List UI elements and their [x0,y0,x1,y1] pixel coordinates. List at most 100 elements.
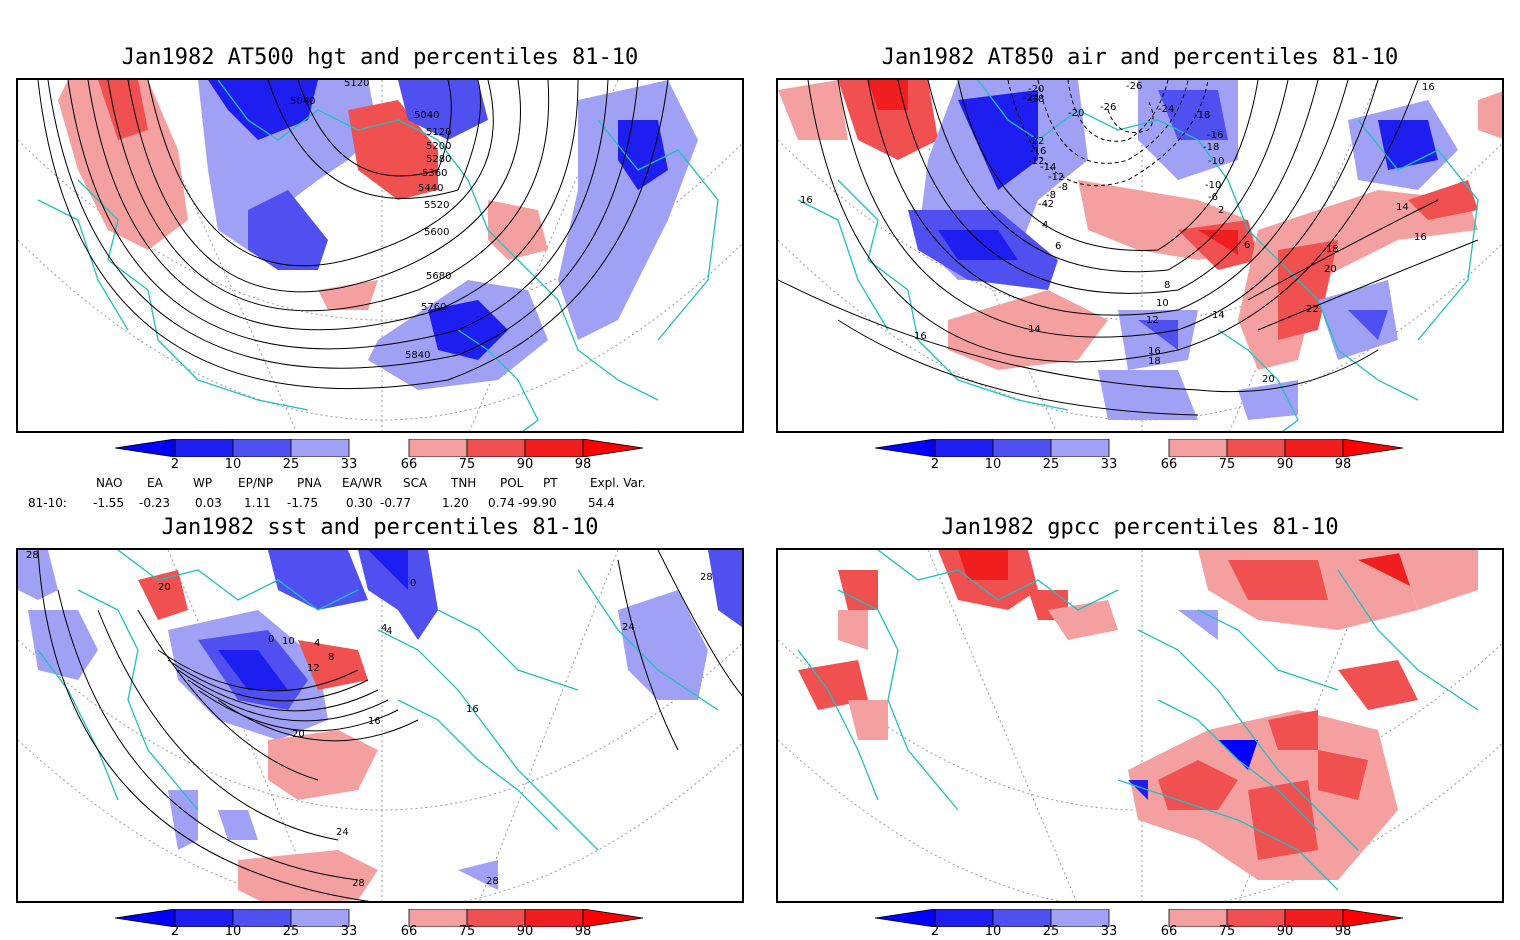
contour-label: 5120 [344,80,369,89]
contour-label: 4 [381,623,387,634]
colorbar-label: 75 [458,457,476,472]
colorbar-label: 10 [224,457,242,472]
contour-label: 5120 [426,127,451,138]
contour-label: 28 [352,878,365,889]
coastlines [797,80,1479,431]
contour-label: 5440 [418,183,443,194]
colorbar-labels-bottom-left: 2 10 25 33 66 75 90 98 [115,924,655,940]
contour-label: -26 [1100,102,1116,113]
map-panel-air850: -20 -18 -24 -26 -26 -24 -20 -18 -22 -16 … [776,78,1504,433]
percentile-shading [778,80,1502,420]
colorbar-top-right [875,439,1404,457]
row-label: 81-10: [28,496,67,510]
contour-label: -18 [1028,94,1044,105]
contour-label: 20 [1262,374,1275,385]
contour-label: -8 [1046,190,1056,201]
contour-labels: -20 -18 -24 -26 -26 -24 -20 -18 -22 -16 … [800,81,1435,385]
contour-label: 5040 [414,110,439,121]
value-pt: -99.90 [518,496,557,510]
map-sst: 28 20 0 10 4 4 8 12 16 20 16 24 24 28 28… [18,550,742,901]
contour-label: 4 [314,638,320,649]
colorbar-label: 75 [1218,457,1236,472]
header-sca: SCA [403,476,428,490]
colorbar-label: 75 [1218,924,1236,939]
contour-label: 20 [1324,264,1337,275]
contour-label: 5600 [424,227,449,238]
contour-label: 10 [1156,298,1169,309]
contour-label: 5280 [426,154,451,165]
colorbar-label: 90 [516,457,534,472]
colorbar-label: 2 [930,457,940,472]
contour-label: -12 [1048,172,1064,183]
contour-label: 0 [268,634,274,645]
height-contours [37,80,669,390]
contour-label: 16 [368,716,381,727]
colorbar-label: 2 [930,924,940,939]
contour-label: 16 [800,195,813,206]
contour-label: 5360 [422,168,447,179]
contour-label: 16 [914,331,927,342]
contour-label: 5840 [405,350,430,361]
panel-title-gpcc: Jan1982 gpcc percentiles 81-10 [941,515,1339,540]
value-pna: -1.75 [287,496,319,510]
colorbar-label: 90 [1276,924,1294,939]
header-nao: NAO [96,476,123,490]
contour-label: -16 [1207,130,1223,141]
contour-label: 10 [282,636,295,647]
contour-label: 5680 [426,271,451,282]
contour-label: -2 [1044,199,1054,210]
colorbar-bottom-right [875,909,1404,927]
value-eawr: 0.30 [346,496,373,510]
colorbar-label: 98 [574,924,592,939]
contour-label: 5200 [426,141,451,152]
colorbar-label: 25 [1042,924,1060,939]
header-pna: PNA [297,476,322,490]
contour-label: -18 [1194,110,1210,121]
map-panel-sst: 28 20 0 10 4 4 8 12 16 20 16 24 24 28 28… [16,548,744,903]
contour-label: 16 [1148,346,1161,357]
contour-labels: 28 20 0 10 4 4 8 12 16 20 16 24 24 28 28… [26,550,713,889]
colorbar-label: 90 [516,924,534,939]
colorbar-label: 66 [1160,457,1178,472]
colorbar-label: 10 [984,457,1002,472]
map-hgt500: 5120 5040 5040 5120 5200 5280 5360 5440 … [18,80,742,431]
colorbar-label: 98 [1334,924,1352,939]
contour-label: -24 [1023,93,1039,104]
header-expl-var: Expl. Var. [590,476,646,490]
value-nao: -1.55 [93,496,125,510]
colorbar-label: 25 [1042,457,1060,472]
contour-label: 22 [1306,304,1319,315]
coastlines [797,550,1479,891]
panel-title-sst: Jan1982 sst and percentiles 81-10 [161,515,599,540]
colorbar-label: 25 [282,457,300,472]
temperature-contours [778,80,1479,416]
value-tnh: 1.20 [442,496,469,510]
contour-label: -12 [1028,156,1044,167]
map-panel-hgt500: 5120 5040 5040 5120 5200 5280 5360 5440 … [16,78,744,433]
colorbar-label: 66 [400,457,418,472]
contour-label: 28 [700,572,713,583]
contour-label: 12 [307,663,320,674]
colorbar-label: 75 [458,924,476,939]
value-expl-var: 54.4 [588,496,615,510]
map-air850: -20 -18 -24 -26 -26 -24 -20 -18 -22 -16 … [778,80,1502,431]
colorbar-label: 33 [1100,457,1118,472]
contour-label: -8 [1058,182,1068,193]
value-sca: -0.77 [380,496,412,510]
value-wp: 0.03 [195,496,222,510]
contour-label: 12 [1146,315,1159,326]
contour-label: -24 [1158,104,1174,115]
contour-label: 2 [1218,205,1224,216]
contour-label: 16 [466,704,479,715]
teleconnection-table: NAO EA WP EP/NP PNA EA/WR SCA TNH POL PT… [0,476,760,512]
colorbar-label: 2 [170,457,180,472]
coastlines [37,550,719,851]
contour-label: 24 [336,827,349,838]
header-tnh: TNH [451,476,477,490]
contour-label: 5520 [424,200,449,211]
contour-label: 6 [1055,241,1061,252]
contour-label: -20 [1028,84,1044,95]
contour-label: 5760 [421,302,446,313]
contour-label: 28 [26,550,39,561]
contour-label: 4 [386,626,392,637]
